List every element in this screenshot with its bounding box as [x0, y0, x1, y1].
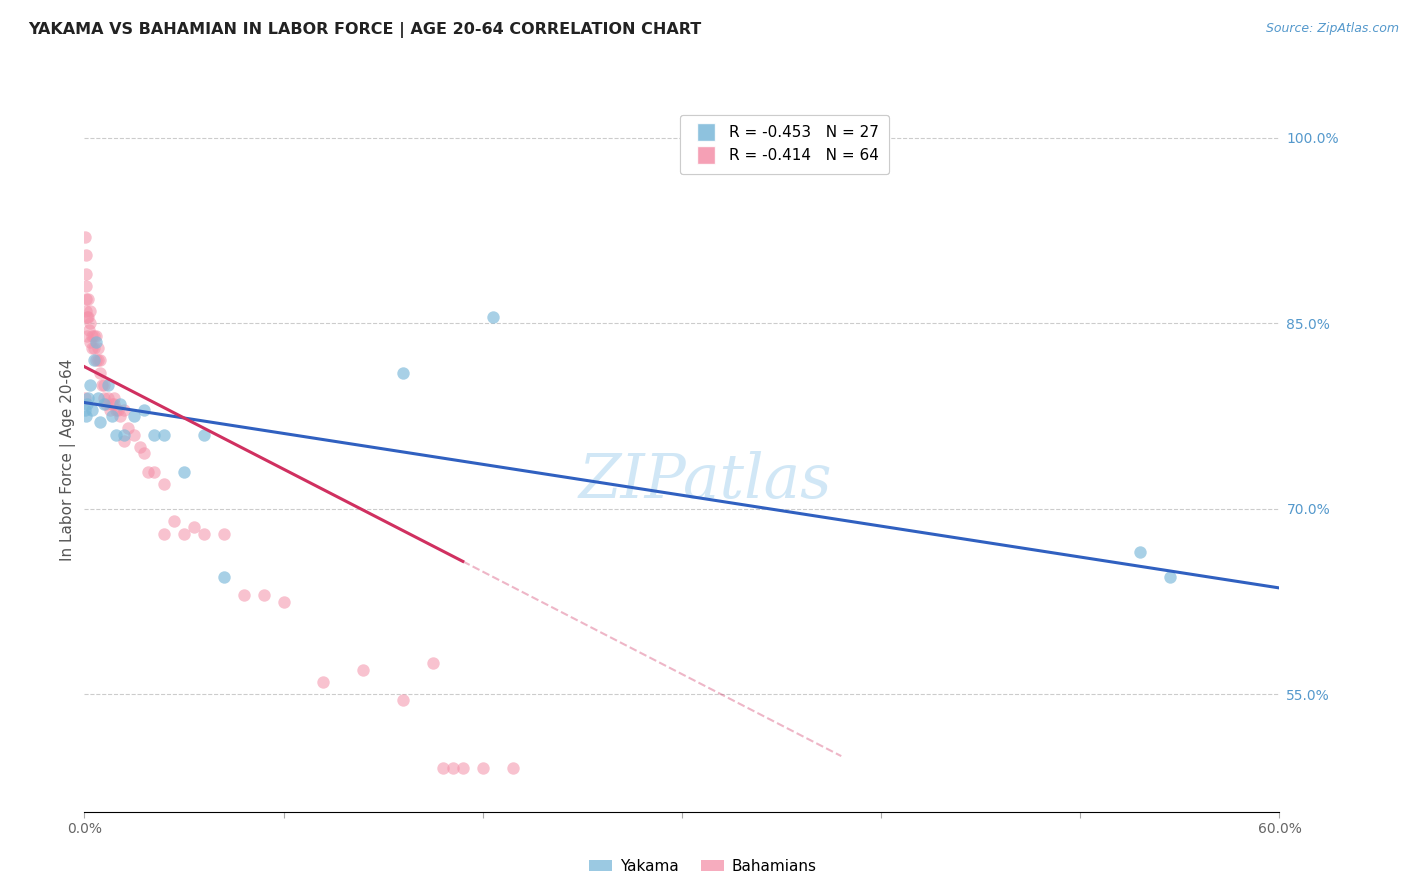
Point [75, 403, 97, 417]
Point [79, 334, 101, 349]
Point [107, 403, 129, 417]
Point [77, 292, 100, 306]
Point [212, 526, 235, 541]
Point [101, 409, 124, 423]
Point [392, 366, 415, 380]
Point [112, 434, 135, 448]
Point [75, 292, 97, 306]
Point [101, 397, 124, 411]
Point [79, 322, 101, 336]
Point [91, 378, 114, 392]
Point [153, 477, 176, 491]
Point [82, 403, 104, 417]
Point [117, 421, 139, 435]
Point [75, 279, 97, 293]
Point [86, 353, 108, 368]
Point [110, 409, 132, 423]
Point [75, 409, 97, 423]
Point [93, 391, 115, 405]
Point [392, 693, 415, 707]
Point [75, 248, 97, 262]
Point [481, 310, 503, 325]
Point [422, 657, 444, 671]
Point [105, 403, 128, 417]
Point [122, 409, 145, 423]
Point [89, 366, 111, 380]
Point [173, 526, 195, 541]
Point [312, 674, 335, 689]
Point [76, 310, 98, 325]
Point [129, 440, 152, 454]
Point [89, 415, 111, 429]
Point [471, 761, 494, 775]
Point [112, 427, 135, 442]
Point [352, 663, 374, 677]
Point [86, 328, 108, 343]
Point [82, 341, 104, 355]
Point [87, 353, 110, 368]
Point [87, 391, 110, 405]
Point [153, 526, 176, 541]
Point [93, 378, 115, 392]
Point [451, 761, 474, 775]
Point [83, 341, 105, 355]
Point [79, 378, 101, 392]
Point [136, 465, 159, 479]
Point [75, 267, 97, 281]
Point [103, 391, 125, 405]
Point [122, 427, 145, 442]
Point [153, 427, 176, 442]
Point [75, 304, 97, 318]
Point [103, 397, 125, 411]
Point [77, 310, 100, 325]
Point [73, 391, 96, 405]
Point [212, 570, 235, 584]
Point [76, 397, 98, 411]
Point [432, 761, 454, 775]
Point [143, 427, 166, 442]
Point [112, 403, 135, 417]
Point [441, 761, 464, 775]
Point [79, 317, 101, 331]
Point [110, 397, 132, 411]
Point [83, 353, 105, 368]
Point [273, 594, 295, 608]
Point [1159, 570, 1181, 584]
Y-axis label: In Labor Force | Age 20-64: In Labor Force | Age 20-64 [60, 359, 76, 560]
Point [77, 391, 100, 405]
Point [163, 514, 186, 528]
Point [193, 526, 215, 541]
Point [143, 465, 166, 479]
Point [83, 328, 105, 343]
Point [193, 427, 215, 442]
Point [132, 403, 156, 417]
Point [183, 520, 205, 534]
Point [79, 304, 101, 318]
Point [93, 397, 115, 411]
Point [87, 341, 110, 355]
Point [132, 446, 156, 460]
Point [76, 328, 98, 343]
Point [105, 427, 128, 442]
Point [86, 334, 108, 349]
Point [97, 391, 120, 405]
Point [253, 588, 276, 602]
Text: YAKAMA VS BAHAMIAN IN LABOR FORCE | AGE 20-64 CORRELATION CHART: YAKAMA VS BAHAMIAN IN LABOR FORCE | AGE … [28, 22, 702, 38]
Point [75, 230, 97, 244]
Legend: R = -0.453   N = 27, R = -0.414   N = 64: R = -0.453 N = 27, R = -0.414 N = 64 [681, 115, 890, 174]
Point [82, 328, 104, 343]
Legend: Yakama, Bahamians: Yakama, Bahamians [583, 853, 823, 880]
Point [98, 403, 121, 417]
Point [89, 353, 111, 368]
Point [1129, 545, 1152, 559]
Point [173, 465, 195, 479]
Text: ZIPatlas: ZIPatlas [579, 450, 832, 510]
Point [502, 761, 524, 775]
Point [96, 397, 118, 411]
Point [232, 588, 254, 602]
Text: Source: ZipAtlas.com: Source: ZipAtlas.com [1265, 22, 1399, 36]
Point [97, 378, 120, 392]
